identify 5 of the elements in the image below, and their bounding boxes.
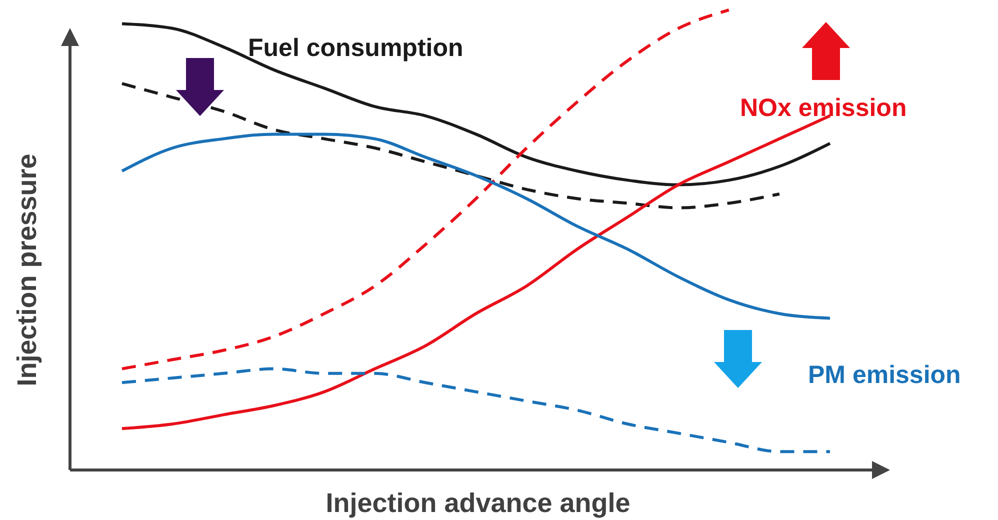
series-label: PM emission bbox=[808, 361, 961, 389]
series-label: Fuel consumption bbox=[248, 34, 464, 62]
series-label: NOx emission bbox=[740, 94, 907, 122]
x-axis-title: Injection advance angle bbox=[326, 488, 630, 518]
y-axis-title: Injection pressure bbox=[12, 154, 42, 386]
